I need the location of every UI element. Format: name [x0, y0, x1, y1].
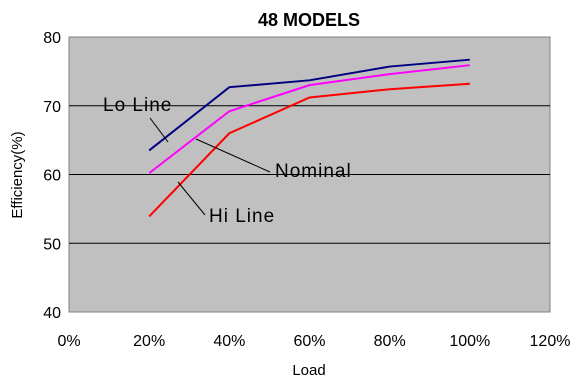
annotation-nominal: Nominal	[275, 161, 352, 182]
x-tick-label: 100%	[449, 333, 490, 350]
x-tick-label: 60%	[293, 333, 325, 350]
chart-title: 48 MODELS	[258, 10, 360, 30]
x-tick-label: 120%	[530, 333, 571, 350]
x-tick-label: 0%	[57, 333, 80, 350]
annotation-hi-line: Hi Line	[209, 206, 275, 227]
x-axis-ticks: 0% 20% 40% 60% 80% 100% 120%	[57, 333, 570, 350]
y-axis-label: Efficiency(%)	[9, 131, 26, 218]
series-line-nominal	[148, 64, 470, 174]
y-axis-ticks: 40 50 60 70 80	[43, 30, 61, 322]
x-tick-label: 20%	[133, 333, 165, 350]
series-lines	[148, 58, 470, 218]
y-tick-label: 40	[43, 305, 61, 322]
series-line-lo-line	[148, 58, 470, 152]
y-tick-label: 70	[43, 99, 61, 116]
series-line-hi-line	[148, 82, 470, 218]
x-tick-label: 40%	[213, 333, 245, 350]
x-tick-label: 80%	[374, 333, 406, 350]
annotation-lo-line: Lo Line	[103, 95, 172, 116]
y-tick-label: 80	[43, 30, 61, 47]
annotation-leader-line	[177, 181, 206, 216]
y-tick-label: 60	[43, 168, 61, 185]
y-tick-label: 50	[43, 236, 61, 253]
x-axis-label: Load	[292, 362, 325, 379]
series-annotations: Lo Line Nominal Hi Line	[103, 95, 352, 227]
annotation-leader-line	[195, 138, 271, 173]
gridlines	[69, 105, 550, 244]
annotation-leader-line	[149, 117, 169, 143]
